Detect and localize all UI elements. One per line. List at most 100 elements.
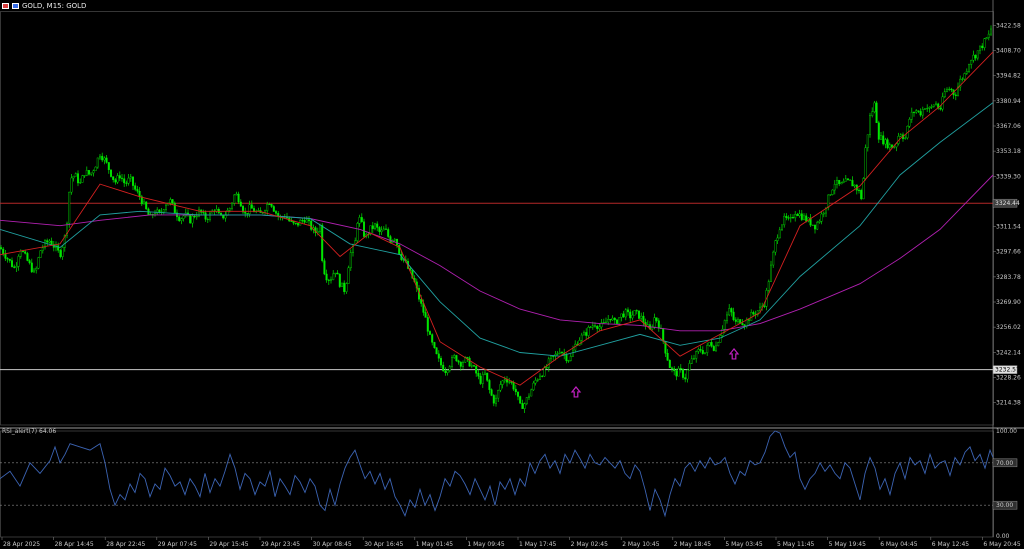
candle-body	[290, 220, 293, 222]
candle-body	[484, 372, 487, 375]
candle-body	[116, 175, 119, 183]
candle-body	[448, 366, 451, 371]
candle	[919, 108, 922, 117]
candle-body	[620, 313, 623, 318]
candle-body	[871, 111, 874, 116]
candle-body	[466, 357, 469, 359]
candle	[899, 133, 902, 138]
candle-body	[921, 109, 924, 116]
candle-body	[48, 240, 51, 243]
candle	[145, 201, 148, 210]
candle	[534, 377, 537, 386]
candle	[521, 399, 524, 409]
candle	[70, 174, 73, 195]
candle	[363, 218, 366, 238]
candle-body	[910, 111, 913, 120]
candle	[954, 92, 957, 101]
candle	[772, 250, 775, 268]
candle-body	[37, 257, 40, 269]
candle-body	[864, 147, 867, 179]
candle-body	[653, 317, 656, 328]
candle	[433, 341, 436, 349]
candle-body	[818, 221, 821, 223]
candle	[68, 191, 71, 228]
candle	[924, 108, 927, 110]
candle	[618, 317, 621, 326]
candle	[35, 266, 38, 274]
candle	[481, 371, 484, 388]
candle	[268, 202, 271, 206]
candle	[83, 175, 86, 179]
candle	[638, 310, 641, 320]
candle-body	[72, 176, 75, 179]
candle	[204, 210, 207, 222]
candle-body	[325, 273, 328, 281]
candle	[695, 350, 698, 363]
candle	[657, 318, 660, 332]
candle	[299, 218, 302, 226]
candle	[325, 269, 328, 283]
candle	[719, 334, 722, 343]
candle	[189, 213, 192, 224]
candle-body	[248, 204, 251, 215]
current-price-label: 3324.44	[995, 200, 1020, 207]
candle	[180, 217, 183, 225]
candle	[875, 100, 878, 123]
candle-body	[734, 319, 737, 322]
candle	[847, 178, 850, 181]
candle	[886, 137, 889, 150]
candle-body	[33, 269, 36, 273]
candle	[737, 317, 740, 324]
candle-body	[294, 222, 297, 224]
candle	[829, 194, 832, 196]
candle-body	[932, 104, 935, 107]
candle	[734, 317, 737, 325]
price-tick-label: 3422.58	[996, 22, 1021, 29]
candle	[451, 355, 454, 369]
candle	[101, 152, 104, 163]
candle-body	[613, 317, 616, 321]
candle	[109, 169, 112, 178]
candle	[338, 273, 341, 288]
candle	[891, 144, 894, 148]
candle-body	[519, 396, 522, 404]
candle	[127, 173, 130, 186]
candle-body	[125, 182, 128, 184]
candle-body	[809, 217, 812, 226]
candle-body	[455, 355, 458, 362]
candle-body	[272, 206, 275, 212]
candle-body	[985, 37, 988, 39]
candle	[792, 214, 795, 220]
candle-body	[90, 172, 93, 175]
candle-body	[957, 86, 960, 96]
candle-body	[270, 204, 273, 207]
candle-body	[162, 209, 165, 213]
candle	[598, 323, 601, 332]
time-tick-label: 30 Apr 16:45	[364, 541, 403, 548]
candle-body	[0, 247, 2, 250]
candle	[125, 180, 128, 187]
candle	[646, 320, 649, 327]
candle	[605, 317, 608, 323]
candle-body	[838, 179, 841, 185]
candle	[270, 203, 273, 208]
candle	[186, 209, 189, 217]
candle	[589, 326, 592, 329]
candle-body	[886, 139, 889, 149]
candle	[387, 227, 390, 239]
candle-body	[558, 351, 561, 354]
candle-body	[875, 102, 878, 123]
candle-body	[655, 317, 658, 321]
candle-body	[488, 380, 491, 390]
candle	[532, 380, 535, 391]
candle-body	[893, 146, 896, 148]
candle-body	[462, 362, 465, 367]
candle	[37, 256, 40, 270]
candle-body	[41, 247, 44, 251]
candle-body	[899, 134, 902, 137]
candle-body	[816, 222, 819, 230]
candle-body	[83, 175, 86, 177]
candle	[398, 244, 401, 255]
candle-body	[888, 144, 891, 149]
